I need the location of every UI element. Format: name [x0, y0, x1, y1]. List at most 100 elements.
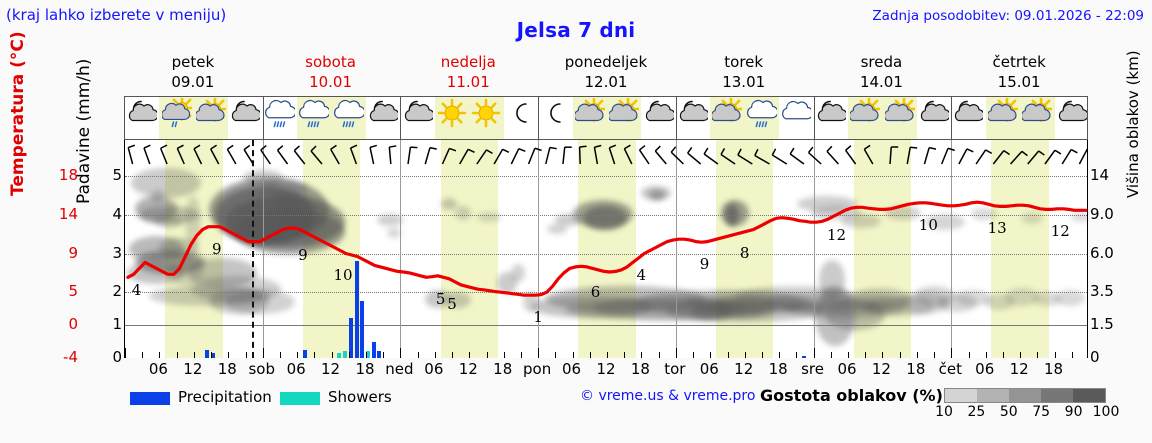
axis-tick-mark [486, 352, 488, 358]
day-header-bar: petek 09.01 sobota 10.01 nedelja 11.01 ponedel… [124, 52, 1088, 96]
location-menu-note: (kraj lahko izberete v meniju) [6, 6, 227, 24]
horizontal-gridline [125, 292, 1087, 294]
axis-tick-mark [279, 352, 281, 358]
temperature-axis-title-label: Temperatura (°C) [8, 31, 28, 196]
hour-axis-label: čet [938, 360, 962, 378]
hour-axis-label: 12 [734, 360, 754, 378]
hour-axis-label: 12 [871, 360, 891, 378]
temperature-value-label: 6 [590, 282, 601, 301]
cloud-density-blob [915, 286, 955, 306]
temperature-value-label: 8 [739, 244, 750, 263]
day-gridline [813, 140, 815, 358]
day-separator [675, 97, 677, 139]
weather-icon-sun-cloud [572, 97, 607, 139]
weather-icon-sun [434, 97, 470, 139]
axis-tick-mark [159, 352, 161, 358]
day-gridline [675, 140, 677, 358]
precipitation-axis-ticks: 5 4 3 2 1 0 [96, 140, 122, 366]
precipitation-bar [343, 351, 348, 358]
axis-tick-mark [555, 352, 557, 358]
hour-axis-label: 06 [837, 360, 857, 378]
temperature-value-label: 1 [533, 307, 543, 326]
precipitation-bar [802, 356, 807, 358]
axis-tick-mark [572, 352, 574, 358]
temperature-value-label: 5 [435, 290, 446, 309]
axis-tick-mark [589, 352, 591, 358]
precipitation-legend-swatch [130, 392, 170, 405]
axis-tick-mark [1054, 352, 1056, 358]
cloud-height-axis-title: Višina oblakov (km) [1124, 50, 1150, 372]
cloud-density-blob [545, 286, 705, 312]
weather-icon-moon-cloud [366, 97, 400, 139]
cloud-density-blob [441, 198, 457, 210]
day-name: sreda [860, 53, 903, 71]
hour-axis-label: 06 [424, 360, 444, 378]
cloud-density-blob [159, 238, 199, 258]
temperature-tick-label: 0 [68, 315, 78, 333]
axis-tick-mark [366, 352, 367, 358]
day-gridline [262, 140, 264, 358]
cloud-density-scale-value: 75 [1032, 404, 1051, 420]
weather-icon-moon-cloud [814, 97, 848, 139]
cloud-density-blob [595, 296, 745, 320]
day-name: petek [171, 53, 215, 71]
axis-tick-mark [1020, 352, 1022, 358]
hour-axis-label: 18 [355, 360, 375, 378]
temperature-curve [126, 200, 1087, 297]
temperature-value-label: 9 [298, 245, 308, 264]
temperature-tick-label: 18 [58, 166, 78, 184]
axis-tick-mark [624, 352, 626, 358]
cloud-density-blob [583, 206, 627, 230]
cloud-density-blob [635, 290, 815, 316]
cloud-density-blob [649, 190, 665, 200]
axis-tick-mark [193, 352, 195, 358]
cloud-density-blob [135, 196, 177, 222]
temperature-value-label: 9 [699, 254, 710, 273]
cloud-density-blob [425, 290, 451, 308]
axis-tick-mark [520, 352, 522, 358]
day-gridline [538, 140, 540, 358]
page-title: Jelsa 7 dni [516, 18, 636, 42]
cloud-height-axis-ticks: 14 9.0 6.0 3.5 1.5 0 [1090, 140, 1126, 366]
axis-tick-mark [882, 352, 884, 358]
day-separator [538, 97, 540, 139]
axis-tick-mark [848, 352, 849, 358]
cloud-density-scale-title: Gostota oblakov (%) [760, 386, 943, 405]
weather-icon-moon-cloud [228, 97, 262, 139]
weather-icon-cloud-rain [331, 97, 366, 139]
hour-axis-label: sre [801, 360, 825, 378]
showers-legend-label: Showers [328, 388, 392, 406]
axis-tick-mark [1002, 352, 1004, 358]
temperature-value-label: 12 [826, 226, 847, 245]
cloud-height-axis-title-label: Višina oblakov (km) [1124, 50, 1142, 198]
axis-tick-mark [916, 352, 918, 358]
day-date: 12.01 [584, 73, 628, 91]
weather-icon-sun-cloud-rain [159, 97, 194, 139]
weather-icon-sun-cloud [710, 97, 745, 139]
precipitation-tick-label: 4 [112, 205, 122, 223]
hour-axis-label: 12 [1009, 360, 1029, 378]
cloud-density-blob [735, 286, 855, 310]
precipitation-tick-label: 5 [112, 166, 122, 184]
day-separator [813, 97, 815, 139]
weather-icon-strip [124, 96, 1088, 140]
axis-tick-mark [899, 352, 901, 358]
temperature-value-label: 12 [1050, 221, 1070, 240]
axis-tick-mark [417, 352, 419, 358]
cloud-density-scale-segment [1009, 389, 1041, 402]
cloud-density-blob [191, 276, 281, 302]
cloud-density-blob [1071, 212, 1087, 222]
cloud-density-blob [955, 290, 991, 306]
precipitation-tick-label: 2 [112, 282, 122, 300]
temperature-value-label: 13 [987, 219, 1007, 238]
cloud-density-blob [497, 272, 517, 294]
forecast-chart: 4 9 9 10 5 5 1 6 4 9 8 12 10 13 12 [124, 140, 1088, 358]
cloud-density-blob [155, 214, 183, 228]
axis-tick-mark [779, 352, 781, 358]
weather-icon-cloud-rain [744, 97, 780, 139]
cloud-density-blob [691, 302, 731, 320]
day-header-četrtek: četrtek 15.01 [950, 52, 1088, 96]
precipitation-bar [211, 353, 216, 358]
axis-tick-mark [228, 352, 230, 358]
cloud-density-blob [455, 206, 471, 220]
